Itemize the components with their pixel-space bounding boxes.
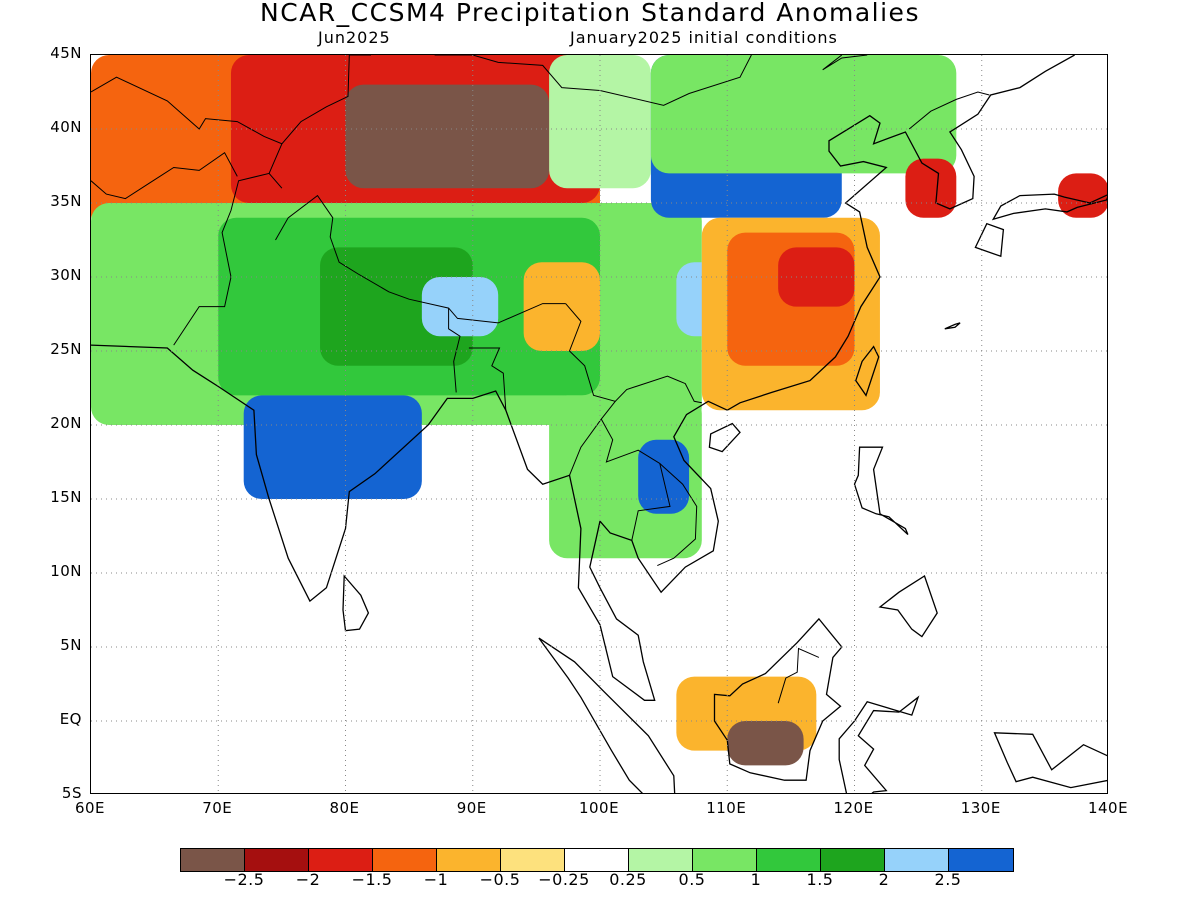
initial-conditions: January2025 initial conditions (570, 28, 838, 47)
island-coastline (538, 637, 676, 793)
anomaly-region (421, 277, 499, 337)
colorbar-swatch (629, 849, 693, 871)
colorbar-swatch (245, 849, 309, 871)
map-panel (90, 54, 1108, 794)
colorbar-swatch (949, 849, 1013, 871)
island-coastline (944, 322, 961, 330)
colorbar-swatch (693, 849, 757, 871)
colorbar-swatch (501, 849, 565, 871)
latitude-tick-label: 10N (50, 562, 82, 580)
anomaly-region (549, 395, 702, 559)
island-coastline (991, 193, 1107, 221)
colorbar-tick-label: −2.5 (223, 870, 265, 889)
anomaly-region (638, 439, 690, 514)
country-border (448, 308, 461, 393)
island-coastline (993, 732, 1107, 789)
longitude-tick-label: 70E (202, 799, 233, 817)
latitude-tick-label: 25N (50, 340, 82, 358)
colorbar-swatch (565, 849, 629, 871)
island-coastline (708, 422, 741, 453)
latitude-tick-label: 45N (50, 44, 82, 62)
island-coastline (713, 617, 843, 781)
anomaly-map (91, 55, 1107, 793)
colorbar-swatch (181, 849, 245, 871)
latitude-tick-label: 30N (50, 266, 82, 284)
colorbar-tick-label: 0.5 (678, 870, 706, 889)
latitude-tick-label: EQ (59, 710, 82, 728)
country-border (173, 172, 283, 346)
latitude-tick-label: 5N (60, 636, 82, 654)
longitude-tick-label: 130E (960, 799, 1001, 817)
colorbar (180, 848, 1014, 872)
colorbar-tick-label: −1.5 (351, 870, 393, 889)
country-border (777, 647, 820, 704)
country-border (657, 463, 698, 567)
coastline (91, 55, 1075, 701)
colorbar-tick-label: 1.5 (806, 870, 834, 889)
latitude-tick-label: 5S (61, 784, 82, 802)
island-coastline (853, 446, 909, 535)
colorbar-tick-label: 2 (878, 870, 890, 889)
country-border (569, 400, 616, 476)
longitude-tick-label: 110E (706, 799, 747, 817)
colorbar-tick-label: 1 (750, 870, 762, 889)
colorbar-tick-label: 0.25 (609, 870, 647, 889)
island-coastline (342, 574, 370, 632)
colorbar-swatch (821, 849, 885, 871)
island-coastline (855, 345, 880, 397)
latitude-tick-label: 40N (50, 118, 82, 136)
anomaly-region (345, 84, 550, 189)
anomaly-region (650, 55, 957, 174)
colorbar-swatch (437, 849, 501, 871)
colorbar-tick-label: −2 (295, 870, 321, 889)
country-border (468, 347, 507, 411)
country-border (434, 55, 752, 106)
longitude-tick-label: 60E (74, 799, 106, 817)
country-border (91, 151, 238, 200)
anomaly-region (320, 247, 473, 366)
longitude-tick-label: 80E (329, 799, 360, 817)
colorbar-swatch (885, 849, 949, 871)
latitude-tick-label: 20N (50, 414, 82, 432)
map-title: NCAR_CCSM4 Precipitation Standard Anomal… (260, 0, 920, 27)
island-coastline (838, 695, 920, 793)
colorbar-tick-label: −1 (423, 870, 449, 889)
colorbar-swatch (373, 849, 437, 871)
longitude-tick-label: 140E (1087, 799, 1129, 817)
anomaly-region (549, 55, 651, 189)
longitude-tick-label: 90E (456, 799, 487, 817)
island-coastline (878, 575, 938, 638)
country-border (822, 55, 868, 71)
country-border (281, 55, 371, 145)
country-border (91, 76, 283, 174)
longitude-tick-label: 120E (833, 799, 874, 817)
colorbar-tick-label: −0.5 (479, 870, 521, 889)
anomaly-region (727, 721, 804, 766)
country-border (275, 194, 566, 324)
forecast-month: Jun2025 (318, 28, 391, 47)
island-coastline (974, 222, 1005, 258)
anomaly-region (523, 262, 600, 351)
longitude-tick-label: 100E (578, 799, 620, 817)
latitude-tick-label: 35N (50, 192, 82, 210)
colorbar-swatch (757, 849, 821, 871)
latitude-tick-label: 15N (50, 488, 82, 506)
anomaly-region (905, 158, 957, 218)
colorbar-tick-label: −0.25 (538, 870, 590, 889)
colorbar-swatch (309, 849, 373, 871)
country-border (908, 91, 990, 130)
colorbar-tick-label: 2.5 (934, 870, 962, 889)
anomaly-region (243, 395, 422, 499)
country-border (600, 418, 671, 541)
anomaly-region (1058, 173, 1107, 218)
